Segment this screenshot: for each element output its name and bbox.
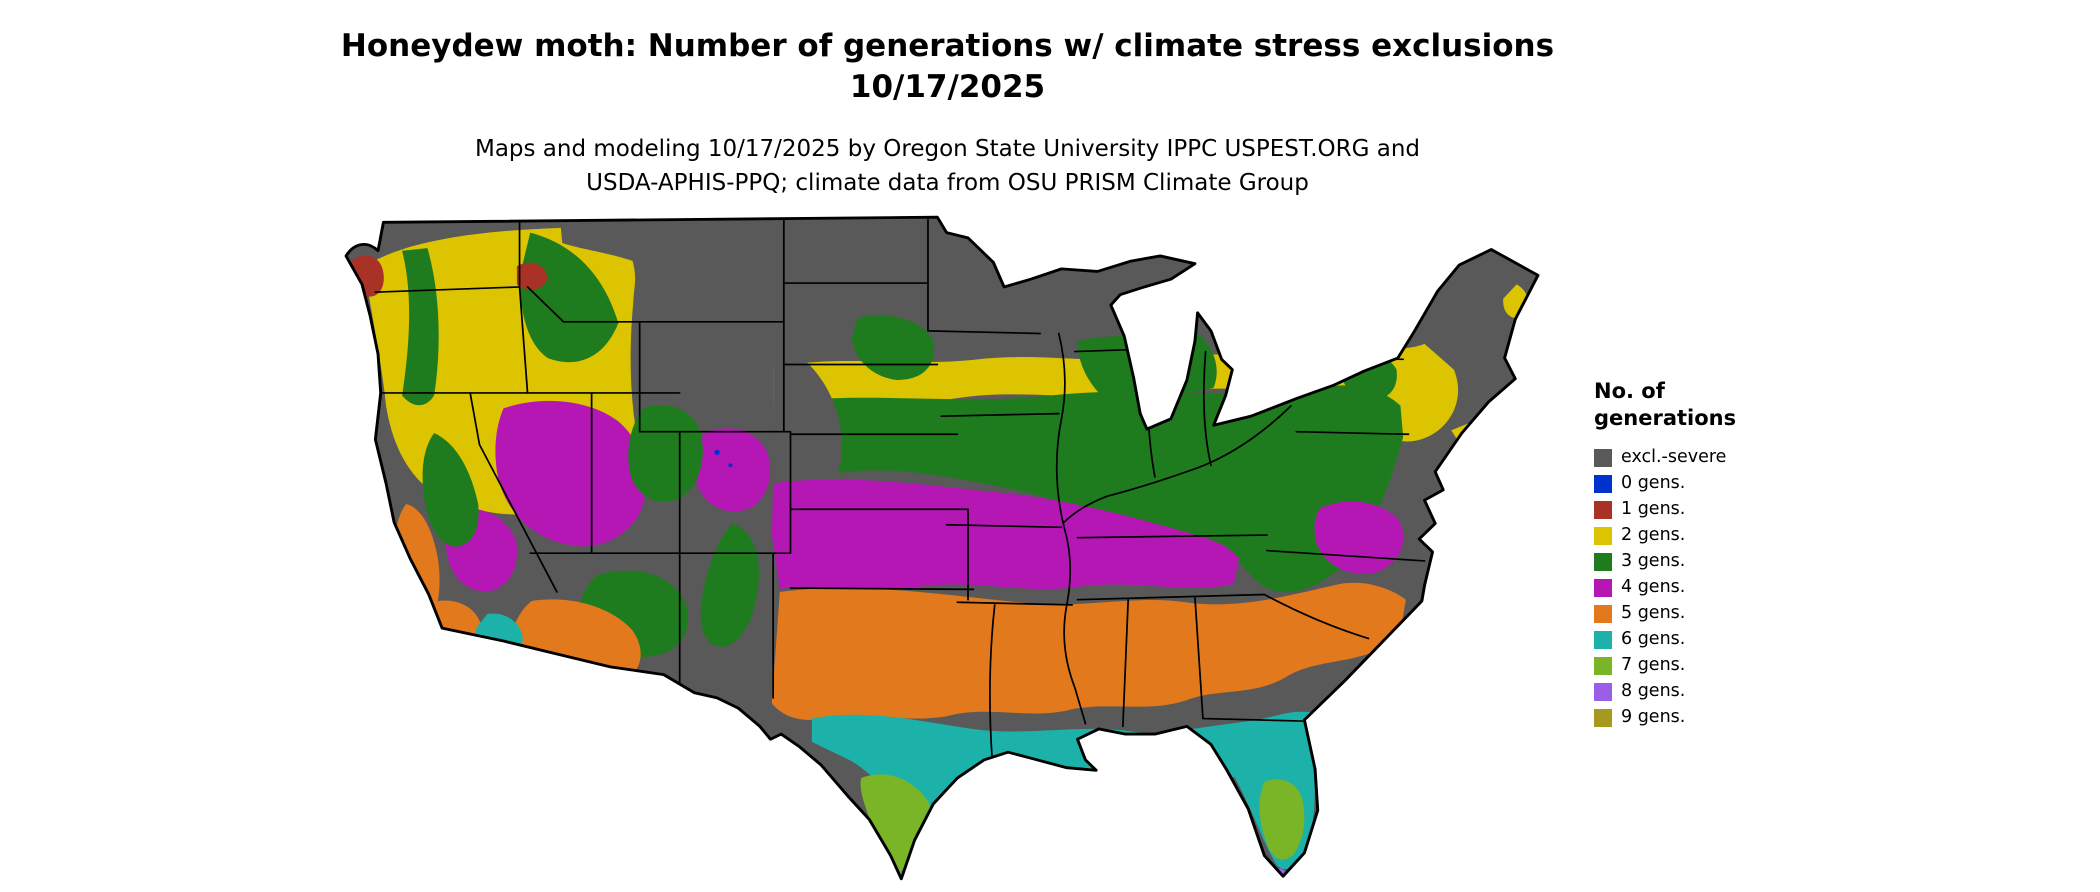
legend-item: 1 gens. <box>1594 497 1736 523</box>
region-3gens-cascades <box>402 248 439 406</box>
region-3gens-main-band <box>773 385 1404 593</box>
legend-label: 4 gens. <box>1621 576 1686 597</box>
legend-swatch-6-gens <box>1594 630 1612 649</box>
region-1gens-wa-coast <box>349 255 384 297</box>
region-3gens-utah <box>628 405 703 502</box>
legend-label: 7 gens. <box>1621 654 1686 675</box>
legend-item: 7 gens. <box>1594 653 1736 679</box>
region-0gens-peak-dot2 <box>728 463 733 468</box>
region-1gens-rockies <box>516 262 548 290</box>
region-5gens-main-band <box>771 582 1406 720</box>
legend: No. of generations excl.-severe 0 gens. … <box>1594 378 1736 731</box>
legend-label: 3 gens. <box>1621 550 1686 571</box>
region-3gens-new-mexico <box>700 523 759 647</box>
us-outline <box>344 215 1540 881</box>
region-4gens-great-basin <box>495 400 646 547</box>
region-3gens-idaho <box>520 232 619 363</box>
legend-swatch-2-gens <box>1594 526 1612 545</box>
legend-swatch-1-gens <box>1594 500 1612 519</box>
legend-item: 9 gens. <box>1594 705 1736 731</box>
legend-swatch-0-gens <box>1594 474 1612 493</box>
region-4gens-colorado <box>694 428 771 512</box>
legend-item: 2 gens. <box>1594 523 1736 549</box>
legend-label: 9 gens. <box>1621 706 1686 727</box>
region-4gens-main-band <box>771 479 1239 590</box>
state-borders <box>374 218 1426 759</box>
legend-item: excl.-severe <box>1594 445 1736 471</box>
header: Honeydew moth: Number of generations w/ … <box>0 26 1895 201</box>
legend-label: 6 gens. <box>1621 628 1686 649</box>
page-subtitle: Maps and modeling 10/17/2025 by Oregon S… <box>474 135 1421 197</box>
legend-title: No. of generations <box>1594 379 1737 431</box>
legend-swatch-8-gens <box>1594 682 1612 701</box>
legend-item: 5 gens. <box>1594 601 1736 627</box>
legend-item: 8 gens. <box>1594 679 1736 705</box>
legend-swatch-5-gens <box>1594 604 1612 623</box>
us-generations-map <box>330 212 1558 884</box>
legend-swatch-7-gens <box>1594 656 1612 675</box>
region-0gens-peak-dot <box>714 449 720 455</box>
legend-label: excl.-severe <box>1621 446 1727 467</box>
legend-swatch-4-gens <box>1594 578 1612 597</box>
region-8gens-florida-keys <box>1260 876 1269 879</box>
legend-label: 8 gens. <box>1621 680 1686 701</box>
region-7gens-florida-south <box>1259 779 1305 860</box>
region-4gens-keys-dot <box>1248 877 1254 879</box>
region-3gens-sierra <box>422 432 479 547</box>
legend-label: 1 gens. <box>1621 498 1686 519</box>
legend-label: 2 gens. <box>1621 524 1686 545</box>
page-title: Honeydew moth: Number of generations w/ … <box>340 28 1555 105</box>
legend-item: 4 gens. <box>1594 575 1736 601</box>
legend-item: 0 gens. <box>1594 471 1736 497</box>
legend-swatch-3-gens <box>1594 552 1612 571</box>
legend-item: 6 gens. <box>1594 627 1736 653</box>
region-4gens-keys-dot2 <box>1288 877 1294 879</box>
legend-swatch-excl-severe <box>1594 448 1612 467</box>
legend-item: 3 gens. <box>1594 549 1736 575</box>
map-svg <box>344 215 1540 881</box>
region-severe-north-montana <box>559 217 648 267</box>
legend-swatch-9-gens <box>1594 708 1612 727</box>
legend-label: 5 gens. <box>1621 602 1686 623</box>
legend-label: 0 gens. <box>1621 472 1686 493</box>
